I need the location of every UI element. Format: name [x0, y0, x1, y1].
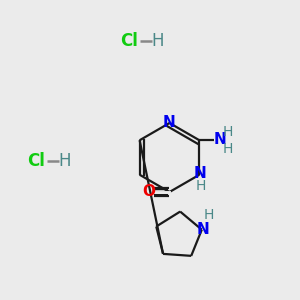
Text: N: N: [197, 222, 210, 237]
Text: H: H: [196, 179, 206, 193]
Text: H: H: [223, 125, 233, 139]
Text: Cl: Cl: [27, 152, 45, 169]
Text: H: H: [151, 32, 164, 50]
Text: Cl: Cl: [120, 32, 138, 50]
Text: H: H: [58, 152, 71, 169]
Text: H: H: [223, 142, 233, 156]
Text: H: H: [203, 208, 214, 222]
Text: N: N: [213, 132, 226, 147]
Text: O: O: [142, 184, 155, 200]
Text: N: N: [163, 115, 176, 130]
Text: N: N: [194, 166, 206, 181]
